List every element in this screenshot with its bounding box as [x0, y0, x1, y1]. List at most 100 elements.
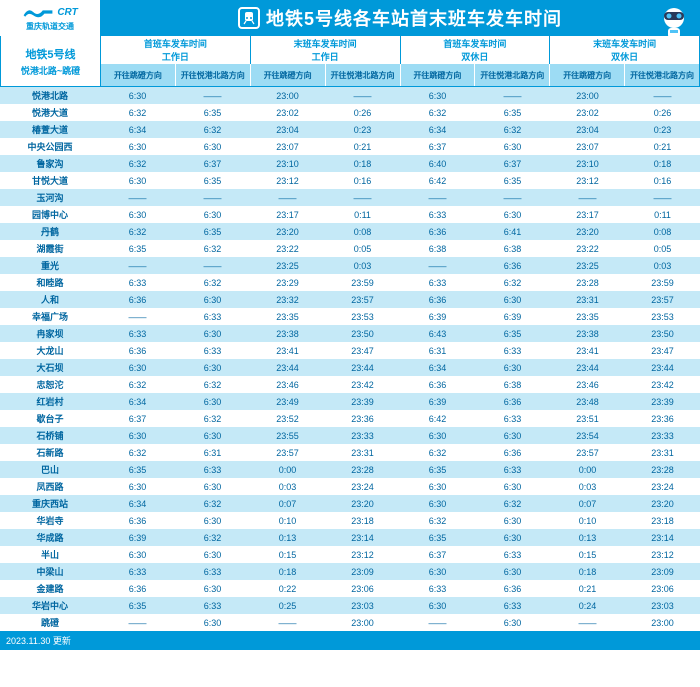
time-cell: 6:30: [175, 512, 250, 529]
time-cell: 0:16: [625, 172, 700, 189]
time-cell: 23:22: [250, 240, 325, 257]
time-cell: 23:28: [625, 461, 700, 478]
time-cell: 0:26: [325, 104, 400, 121]
time-cell: ——: [550, 614, 625, 631]
time-cell: 6:35: [400, 461, 475, 478]
time-cell: 6:30: [475, 359, 550, 376]
time-cell: 6:36: [475, 393, 550, 410]
direction-header: 开往悦港北路方向: [625, 64, 699, 86]
time-cell: 6:32: [175, 529, 250, 546]
metro-icon: [238, 7, 260, 29]
time-cell: 23:10: [550, 155, 625, 172]
time-cell: 23:09: [625, 563, 700, 580]
table-row: 大石坝6:306:3023:4423:446:346:3023:4423:44: [0, 359, 700, 376]
time-cell: 0:23: [325, 121, 400, 138]
table-row: 椿萱大道6:346:3223:040:236:346:3223:040:23: [0, 121, 700, 138]
table-row: 鲁家沟6:326:3723:100:186:406:3723:100:18: [0, 155, 700, 172]
time-cell: 6:32: [175, 495, 250, 512]
time-cell: 6:32: [100, 444, 175, 461]
time-cell: 6:36: [100, 342, 175, 359]
time-cell: 6:39: [475, 308, 550, 325]
table-row: 中央公园西6:306:3023:070:216:376:3023:070:21: [0, 138, 700, 155]
time-cell: 23:14: [325, 529, 400, 546]
time-cell: 0:08: [625, 223, 700, 240]
time-cell: 23:55: [250, 427, 325, 444]
station-name: 大龙山: [0, 342, 100, 359]
time-cell: 6:36: [100, 291, 175, 308]
time-cell: 6:36: [400, 376, 475, 393]
time-cell: 6:41: [475, 223, 550, 240]
time-cell: 6:32: [475, 274, 550, 291]
time-cell: 6:30: [100, 427, 175, 444]
time-cell: 23:36: [625, 410, 700, 427]
time-cell: 0:18: [625, 155, 700, 172]
station-name: 湖霞街: [0, 240, 100, 257]
time-cell: 23:06: [325, 580, 400, 597]
time-cell: 6:36: [100, 512, 175, 529]
time-cell: 0:22: [250, 580, 325, 597]
direction-header: 开往悦港北路方向: [475, 64, 550, 86]
time-cell: 6:30: [100, 172, 175, 189]
time-cell: 23:29: [250, 274, 325, 291]
time-cell: ——: [175, 189, 250, 206]
time-cell: 23:33: [625, 427, 700, 444]
time-cell: 23:00: [625, 614, 700, 631]
station-name: 椿萱大道: [0, 121, 100, 138]
time-cell: 6:33: [100, 325, 175, 342]
time-cell: 23:00: [550, 87, 625, 104]
time-cell: 6:40: [400, 155, 475, 172]
time-cell: 6:37: [475, 155, 550, 172]
footer-update: 2023.11.30 更新: [0, 631, 700, 650]
time-cell: 23:17: [550, 206, 625, 223]
station-name: 金建路: [0, 580, 100, 597]
time-cell: 0:08: [325, 223, 400, 240]
time-cell: 6:38: [475, 376, 550, 393]
time-cell: 0:15: [250, 546, 325, 563]
time-cell: 0:16: [325, 172, 400, 189]
time-cell: 6:30: [400, 87, 475, 104]
station-name: 中央公园西: [0, 138, 100, 155]
time-cell: 23:57: [250, 444, 325, 461]
time-cell: 0:00: [550, 461, 625, 478]
time-cell: 6:33: [400, 206, 475, 223]
time-cell: 0:23: [625, 121, 700, 138]
station-name: 半山: [0, 546, 100, 563]
time-cell: 6:36: [400, 291, 475, 308]
time-cell: 6:30: [175, 325, 250, 342]
time-cell: 0:03: [550, 478, 625, 495]
time-cell: 6:30: [175, 393, 250, 410]
time-cell: ——: [475, 189, 550, 206]
station-name: 华岩中心: [0, 597, 100, 614]
time-cell: 6:35: [400, 529, 475, 546]
crt-wave-icon: [22, 4, 54, 20]
time-cell: 6:32: [100, 223, 175, 240]
time-cell: 0:24: [550, 597, 625, 614]
time-cell: 0:10: [250, 512, 325, 529]
table-row: 园博中心6:306:3023:170:116:336:3023:170:11: [0, 206, 700, 223]
time-cell: ——: [625, 87, 700, 104]
time-cell: 6:30: [400, 427, 475, 444]
time-cell: 6:30: [100, 87, 175, 104]
table-row: 玉河沟————————————————: [0, 189, 700, 206]
time-cell: 6:36: [400, 223, 475, 240]
time-cell: 6:33: [175, 461, 250, 478]
time-cell: 6:35: [475, 172, 550, 189]
time-cell: 23:20: [325, 495, 400, 512]
time-cell: 0:21: [625, 138, 700, 155]
time-cell: 23:39: [325, 393, 400, 410]
time-cell: 6:32: [175, 121, 250, 138]
time-cell: 6:33: [100, 274, 175, 291]
time-cell: 6:36: [475, 444, 550, 461]
direction-header-row: 开往跳磴方向开往悦港北路方向开往跳磴方向开往悦港北路方向开往跳磴方向开往悦港北路…: [101, 64, 699, 86]
time-cell: 0:03: [325, 257, 400, 274]
time-cell: 0:11: [325, 206, 400, 223]
time-cell: 6:33: [175, 563, 250, 580]
time-cell: 23:44: [325, 359, 400, 376]
time-cell: 6:32: [400, 444, 475, 461]
time-cell: 6:30: [100, 478, 175, 495]
table-row: 忠恕沱6:326:3223:4623:426:366:3823:4623:42: [0, 376, 700, 393]
time-cell: 6:30: [175, 359, 250, 376]
time-cell: 6:35: [175, 172, 250, 189]
time-cell: 6:31: [400, 342, 475, 359]
station-name: 忠恕沱: [0, 376, 100, 393]
